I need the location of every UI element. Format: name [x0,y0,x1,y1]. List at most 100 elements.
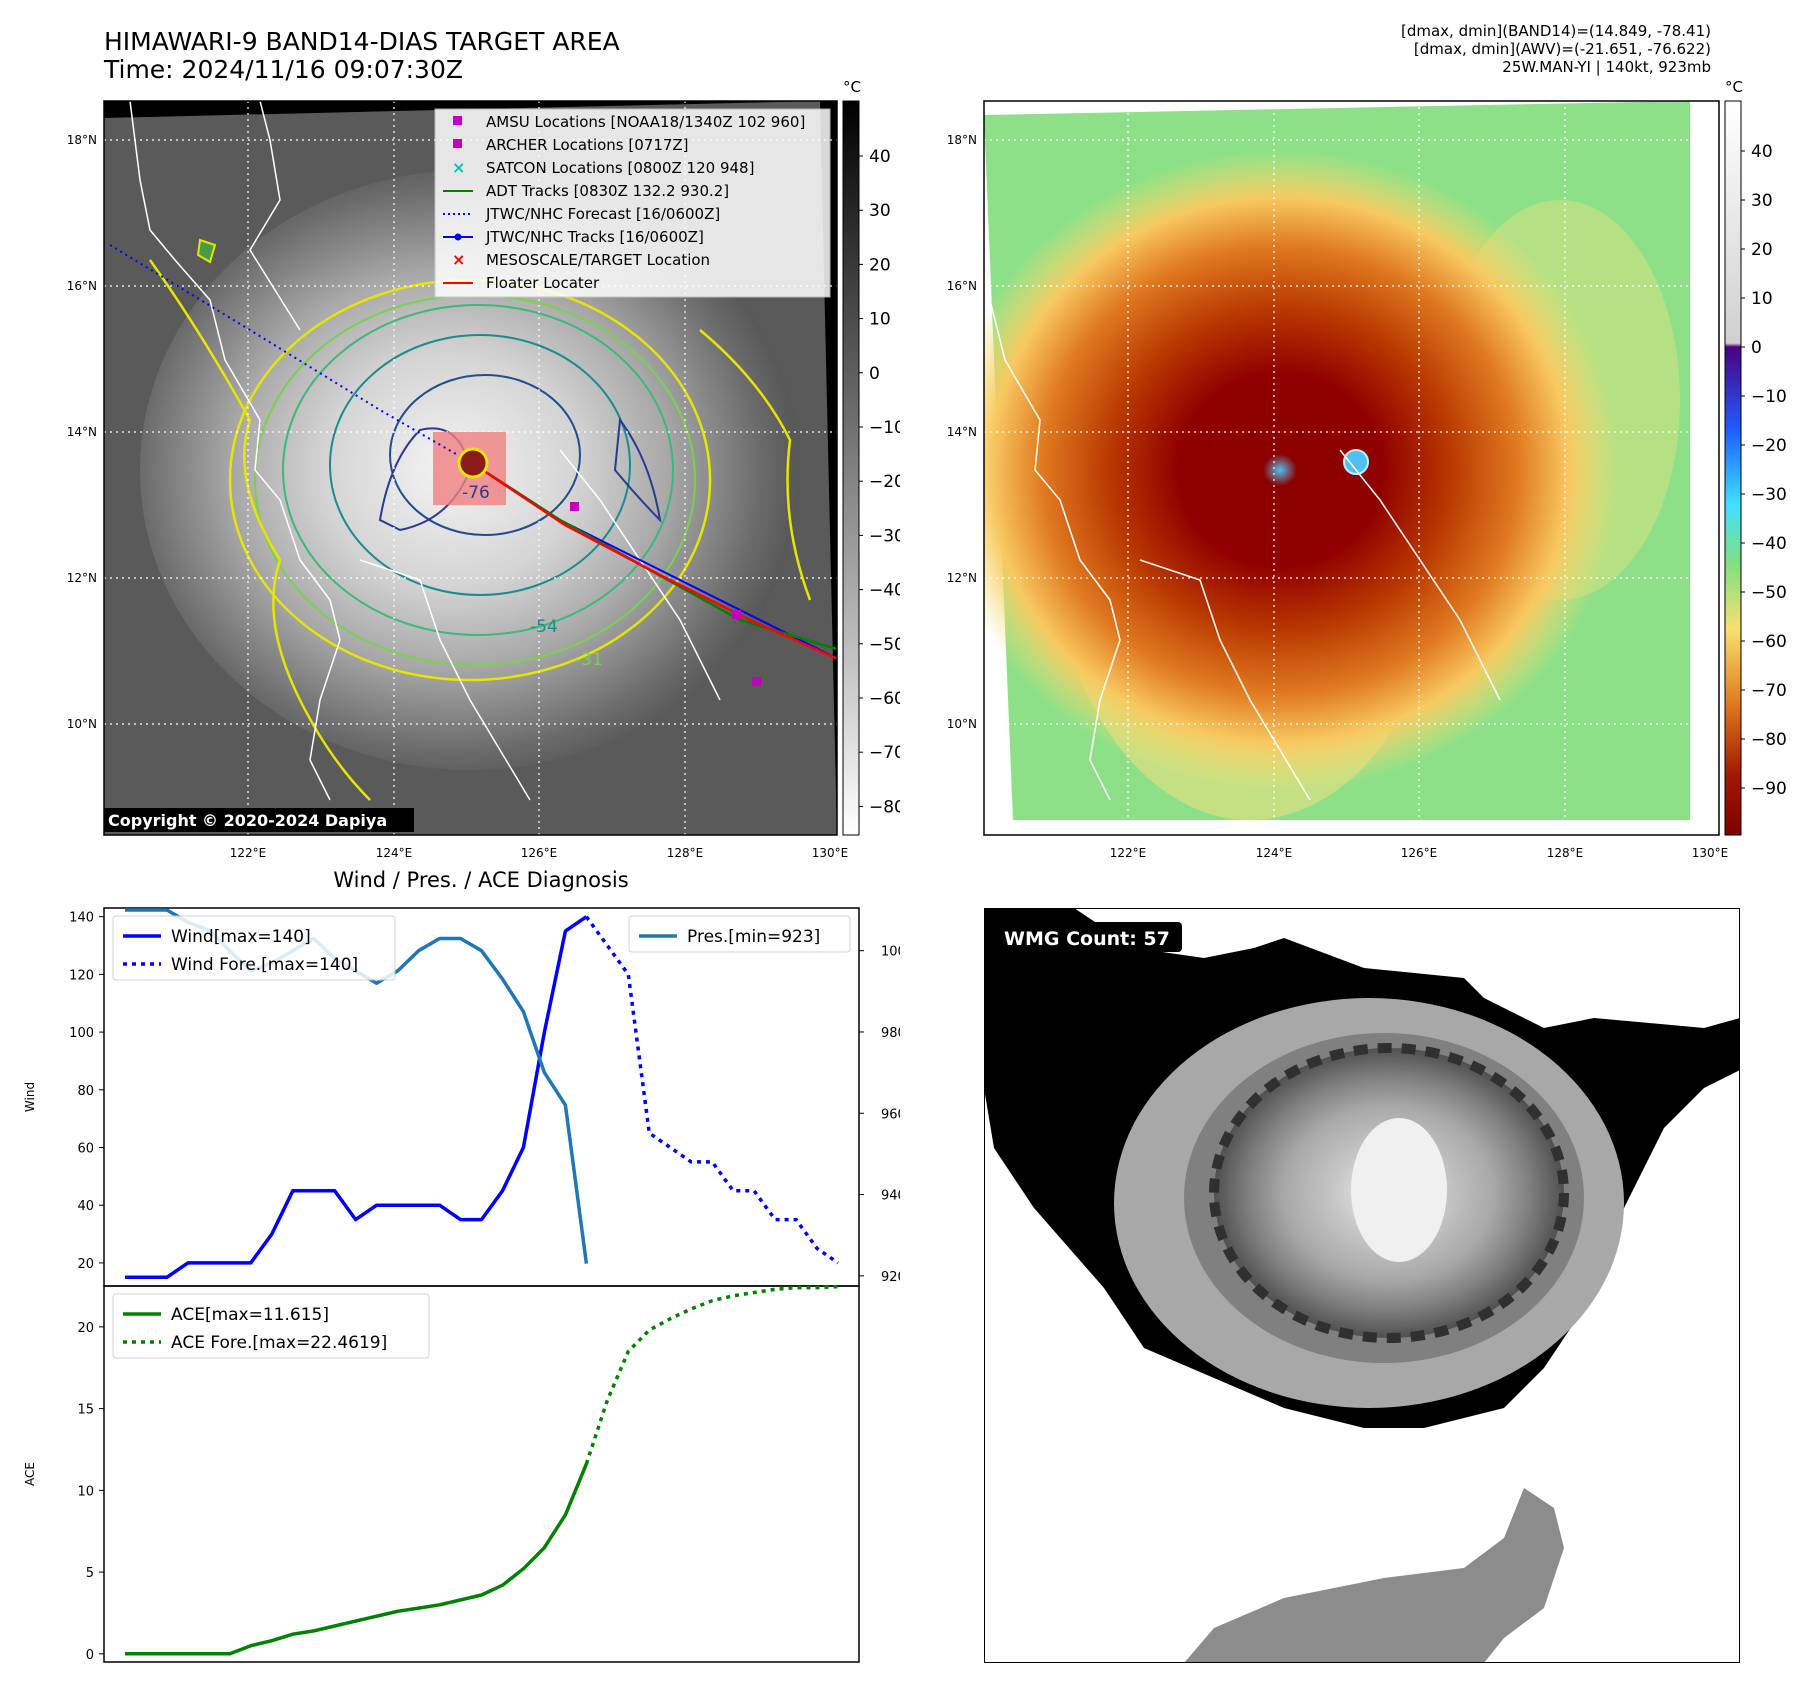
lon-tick: 130°E [1692,846,1729,860]
lon-tick: 130°E [812,846,849,860]
cbar-tick-label: −70 [869,743,900,763]
y-tick-label: 5 [86,1566,94,1581]
cbar-tick-label: −40 [1751,534,1787,554]
cbar-tick-label: 10 [869,310,891,330]
cbar-tick-label: 40 [869,147,891,167]
legend-label: ACE[max=11.615] [171,1305,329,1325]
storm-info: [dmax, dmin](BAND14)=(14.849, -78.41) [d… [1401,22,1711,76]
lat-tick: 14°N [947,425,977,439]
cbar-tick-label: 10 [1751,289,1773,309]
y-tick-label: 40 [77,1199,94,1214]
lon-tick: 128°E [667,846,704,860]
series-line [584,1284,839,1465]
series-line [125,915,588,1280]
y-tick-label: 60 [77,1141,94,1156]
legend-label: AMSU Locations [NOAA18/1340Z 102 960] [486,113,805,131]
cbar-unit: °C [843,78,861,96]
y2-tick-label: 920 [881,1270,900,1285]
y-axis-label: ACE [23,1462,37,1486]
cbar-unit: °C [1725,78,1743,96]
awv-map: 122°E 124°E 126°E 128°E 130°E 18°N 16°N … [947,78,1787,860]
y-tick-label: 20 [77,1321,94,1336]
lon-tick: 124°E [1256,846,1293,860]
legend-label: ARCHER Locations [0717Z] [486,136,689,154]
cbar-tick-label: −20 [1751,436,1787,456]
lon-tick: 126°E [1401,846,1438,860]
contour-label: -76 [462,483,490,503]
diagnosis-chart: Wind / Pres. / ACE Diagnosis 20406080100… [23,868,900,1663]
series-line [584,915,839,1265]
cbar-tick-label: −20 [869,472,900,492]
legend-label: ACE Fore.[max=22.4619] [171,1333,387,1353]
plot-frame [103,1285,860,1663]
lat-tick: 14°N [67,425,97,439]
legend-label: MESOSCALE/TARGET Location [486,251,710,269]
cbar-tick-label: 0 [869,364,880,384]
y2-tick-label: 960 [881,1107,900,1122]
y-tick-label: 10 [77,1484,94,1499]
y-tick-label: 0 [86,1648,94,1663]
cbar-tick-label: 30 [869,201,891,221]
y2-tick-label: 1000 [881,945,900,960]
y-tick-label: 15 [77,1403,94,1418]
lat-tick: 12°N [67,571,97,585]
title-line-2: Time: 2024/11/16 09:07:30Z [104,55,463,84]
y-tick-label: 80 [77,1084,94,1099]
cbar-tick-label: −40 [869,581,900,601]
lon-tick: 122°E [1110,846,1147,860]
y-tick-label: 120 [69,968,94,983]
y-tick-label: 140 [69,911,94,926]
cbar-tick-label: −30 [1751,485,1787,505]
series-line [125,1463,589,1656]
info-line-3: 25W.MAN-YI | 140kt, 923mb [1502,58,1711,76]
legend-label: Wind[max=140] [171,927,311,947]
lon-tick: 128°E [1547,846,1584,860]
cbar-tick-label: −10 [1751,387,1787,407]
legend-marker: × [452,250,465,269]
lon-tick: 126°E [521,846,558,860]
legend-marker: × [452,158,465,177]
info-line-1: [dmax, dmin](BAND14)=(14.849, -78.41) [1400,22,1711,40]
legend-label: SATCON Locations [0800Z 120 948] [486,159,754,177]
lat-tick: 16°N [947,279,977,293]
info-line-2: [dmax, dmin](AWV)=(-21.651, -76.622) [1413,40,1711,58]
cbar-tick-label: 40 [1751,142,1773,162]
legend-label: JTWC/NHC Forecast [16/0600Z] [485,205,720,223]
lat-tick: 18°N [947,133,977,147]
lon-tick: 122°E [230,846,267,860]
chart-title: HIMAWARI-9 BAND14-DIAS TARGET AREA Time:… [104,28,620,84]
cbar-tick-label: 20 [1751,240,1773,260]
diagnosis-title: Wind / Pres. / ACE Diagnosis [333,868,628,892]
cbar-tick-label: −30 [869,526,900,546]
y-tick-label: 20 [77,1257,94,1272]
y2-tick-label: 940 [881,1189,900,1204]
wmg-count: WMG Count: 57 [1004,928,1170,950]
cbar-tick-label: −80 [869,797,900,817]
legend-marker [453,116,462,125]
cbar-tick-label: 30 [1751,191,1773,211]
lon-tick: 124°E [376,846,413,860]
lat-tick: 12°N [947,571,977,585]
cbar-tick-label: −80 [1751,730,1787,750]
wmg-panel: WMG Count: 57 [984,908,1740,1663]
band14-map: -76 -54 -31 Copyright © 2020-2024 Dapiya… [67,78,900,860]
y2-tick-label: 980 [881,1026,900,1041]
cbar-tick-label: −90 [1751,779,1787,799]
legend-box [628,915,851,953]
legend-marker [453,139,462,148]
lat-tick: 10°N [947,717,977,731]
contour-label: -31 [575,650,603,670]
cbar-tick-label: −50 [1751,583,1787,603]
cbar-tick-label: −50 [869,635,900,655]
legend-label: Wind Fore.[max=140] [171,955,358,975]
legend-box [112,1293,430,1359]
y-tick-label: 100 [69,1026,94,1041]
copyright: Copyright © 2020-2024 Dapiya [108,811,387,830]
cbar-tick-label: −60 [869,689,900,709]
legend-label: Pres.[min=923] [687,927,820,947]
legend-label: Floater Locater [486,274,600,292]
cbar-tick-label: 20 [869,255,891,275]
contour-label: -54 [530,617,558,637]
legend-label: ADT Tracks [0830Z 132.2 930.2] [486,182,729,200]
cbar-tick-label: −60 [1751,632,1787,652]
